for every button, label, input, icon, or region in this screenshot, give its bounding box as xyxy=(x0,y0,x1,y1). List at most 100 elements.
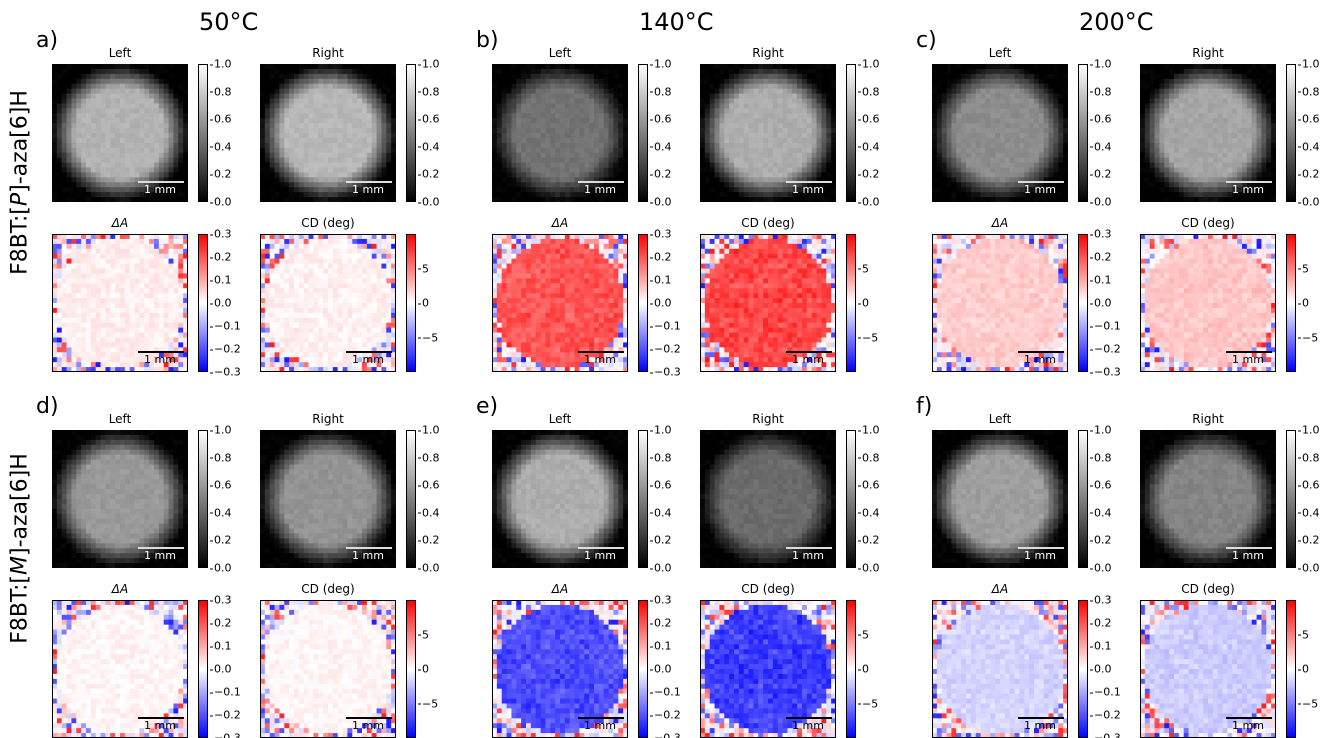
colorbar-tick-label: −0.2 xyxy=(1090,342,1121,356)
colorbar-tick-label: 0.0 xyxy=(1298,561,1320,575)
colorbar-tick-label: 0.2 xyxy=(210,533,232,547)
scalebar xyxy=(138,351,184,353)
left-intensity-image xyxy=(932,64,1068,202)
right-intensity-colorbar xyxy=(406,430,416,568)
colorbar-tick-label: 0 xyxy=(858,296,869,310)
colorbar-tick-label: −0.2 xyxy=(210,342,241,356)
cd-title: CD (deg) xyxy=(301,216,355,230)
left-intensity-image xyxy=(52,64,188,202)
colorbar-tick-label: −5 xyxy=(1297,331,1319,344)
colorbar-tick-label: 0.8 xyxy=(1298,451,1320,465)
scalebar-label: 1 mm xyxy=(144,183,176,196)
row-label-prefix: F8BT:[ xyxy=(7,206,33,275)
colorbar-tick-label: 0.3 xyxy=(1090,227,1112,241)
right-title: Right xyxy=(312,412,344,426)
scalebar xyxy=(346,181,392,183)
colorbar-tick-label: 1.0 xyxy=(858,57,880,71)
colorbar-tick-label: 0.6 xyxy=(1298,112,1320,126)
scalebar xyxy=(786,351,832,353)
scalebar xyxy=(138,547,184,549)
colorbar-tick-label: 0.8 xyxy=(1298,85,1320,99)
colorbar-tick-label: 0.2 xyxy=(1090,250,1112,264)
right-intensity-colorbar xyxy=(1286,430,1296,568)
scalebar xyxy=(578,717,624,719)
scalebar xyxy=(786,181,832,183)
colorbar-tick-label: 0.8 xyxy=(418,85,440,99)
scalebar-label: 1 mm xyxy=(584,183,616,196)
cd-heatmap-image xyxy=(700,234,836,372)
left-title: Left xyxy=(548,46,572,60)
left-title: Left xyxy=(988,46,1012,60)
colorbar-tick-label: 0.1 xyxy=(650,273,672,287)
right-title: Right xyxy=(1192,412,1224,426)
scalebar-label: 1 mm xyxy=(792,183,824,196)
right-title: Right xyxy=(752,46,784,60)
left-intensity-image xyxy=(492,430,628,568)
colorbar-tick-label: −0.1 xyxy=(210,319,241,333)
delta-heatmap-image xyxy=(492,234,628,372)
scalebar-label: 1 mm xyxy=(352,719,384,732)
colorbar-tick-label: 1.0 xyxy=(858,423,880,437)
colorbar-tick-label: 0.0 xyxy=(650,195,672,209)
colorbar-tick-label: 1.0 xyxy=(1090,423,1112,437)
colorbar-tick-label: 5 xyxy=(858,262,869,275)
colorbar-tick-label: 0.3 xyxy=(650,227,672,241)
colorbar-tick-label: 0 xyxy=(858,662,869,676)
colorbar-tick-label: 0.2 xyxy=(650,167,672,181)
colorbar-tick-label: 0.0 xyxy=(650,662,672,676)
scalebar-label: 1 mm xyxy=(144,719,176,732)
colorbar-tick-label: 0.3 xyxy=(210,593,232,607)
row-label-prefix: F8BT:[ xyxy=(7,574,33,644)
colorbar-tick-label: −0.3 xyxy=(1094,732,1121,738)
scalebar-label: 1 mm xyxy=(584,549,616,562)
colorbar-tick-label: 0.3 xyxy=(1090,593,1112,607)
colorbar-tick-label: 0.2 xyxy=(1298,533,1320,547)
colorbar-tick-label: 0.2 xyxy=(650,533,672,547)
colorbar-tick-label: 0.8 xyxy=(1090,85,1112,99)
colorbar-tick-label: 0.4 xyxy=(210,506,232,520)
colorbar-tick-label: 0.8 xyxy=(210,85,232,99)
scalebar xyxy=(1018,717,1064,719)
delta-heatmap-image xyxy=(52,600,188,738)
scalebar xyxy=(578,181,624,183)
colorbar-tick-label: −0.3 xyxy=(654,732,681,738)
row-label: F8BT:[P]-aza[6]H xyxy=(8,73,33,293)
scalebar xyxy=(1226,351,1272,353)
delta-heatmap-image xyxy=(932,234,1068,372)
right-intensity-colorbar xyxy=(846,430,856,568)
colorbar-tick-label: 0.0 xyxy=(1090,561,1112,575)
panel-letter: d) xyxy=(36,394,59,419)
scalebar-label: 1 mm xyxy=(1232,719,1264,732)
colorbar-tick-label: 0.2 xyxy=(418,533,440,547)
colorbar-tick-label: −0.3 xyxy=(214,732,241,738)
colorbar-tick-label: 0.0 xyxy=(1090,662,1112,676)
scalebar xyxy=(786,717,832,719)
scalebar-label: 1 mm xyxy=(1024,549,1056,562)
cd-colorbar xyxy=(406,600,416,738)
colorbar-tick-label: 0.4 xyxy=(858,140,880,154)
colorbar-tick-label: 0.4 xyxy=(1298,506,1320,520)
colorbar-tick-label: 0.1 xyxy=(1090,639,1112,653)
scalebar xyxy=(1018,547,1064,549)
panel-letter: e) xyxy=(476,394,499,419)
colorbar-tick-label: 0.4 xyxy=(210,140,232,154)
scalebar xyxy=(786,547,832,549)
colorbar-tick-label: 0.0 xyxy=(418,561,440,575)
colorbar-tick-label: 0.0 xyxy=(858,561,880,575)
panel-letter: f) xyxy=(916,394,933,419)
colorbar-tick-label: 0.4 xyxy=(650,506,672,520)
colorbar-tick-label: 0.6 xyxy=(1090,478,1112,492)
scalebar xyxy=(578,351,624,353)
cd-colorbar xyxy=(846,600,856,738)
colorbar-tick-label: 0.1 xyxy=(1090,273,1112,287)
cd-heatmap-image xyxy=(260,234,396,372)
colorbar-tick-label: 0.6 xyxy=(418,112,440,126)
colorbar-tick-label: 0.1 xyxy=(650,639,672,653)
colorbar-tick-label: 0.2 xyxy=(1090,533,1112,547)
delta-title: ΔA xyxy=(991,216,1009,230)
scalebar-label: 1 mm xyxy=(352,549,384,562)
colorbar-tick-label: 0.1 xyxy=(210,639,232,653)
colorbar-tick-label: 0 xyxy=(1298,296,1309,310)
scalebar xyxy=(1018,351,1064,353)
scalebar-label: 1 mm xyxy=(1232,183,1264,196)
